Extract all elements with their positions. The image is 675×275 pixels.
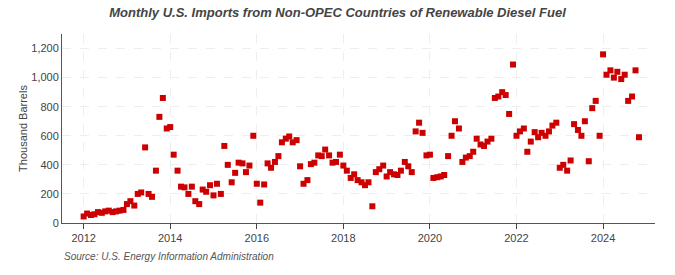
svg-text:Thousand Barrels: Thousand Barrels (17, 85, 29, 172)
svg-text:2020: 2020 (418, 232, 442, 244)
svg-text:2022: 2022 (504, 232, 528, 244)
svg-text:1,000: 1,000 (31, 71, 59, 83)
svg-text:600: 600 (40, 130, 58, 142)
svg-text:2012: 2012 (71, 232, 95, 244)
svg-text:Monthly U.S. Imports from Non-: Monthly U.S. Imports from Non-OPEC Count… (109, 5, 566, 20)
svg-text:400: 400 (40, 159, 58, 171)
svg-text:2024: 2024 (591, 232, 615, 244)
svg-text:2016: 2016 (245, 232, 269, 244)
svg-text:0: 0 (53, 217, 59, 229)
svg-text:800: 800 (40, 101, 58, 113)
svg-text:Source: U.S. Energy Informatio: Source: U.S. Energy Information Administ… (64, 251, 274, 262)
svg-text:2014: 2014 (158, 232, 182, 244)
svg-text:1,200: 1,200 (31, 42, 59, 54)
svg-text:200: 200 (40, 188, 58, 200)
svg-text:2018: 2018 (331, 232, 355, 244)
